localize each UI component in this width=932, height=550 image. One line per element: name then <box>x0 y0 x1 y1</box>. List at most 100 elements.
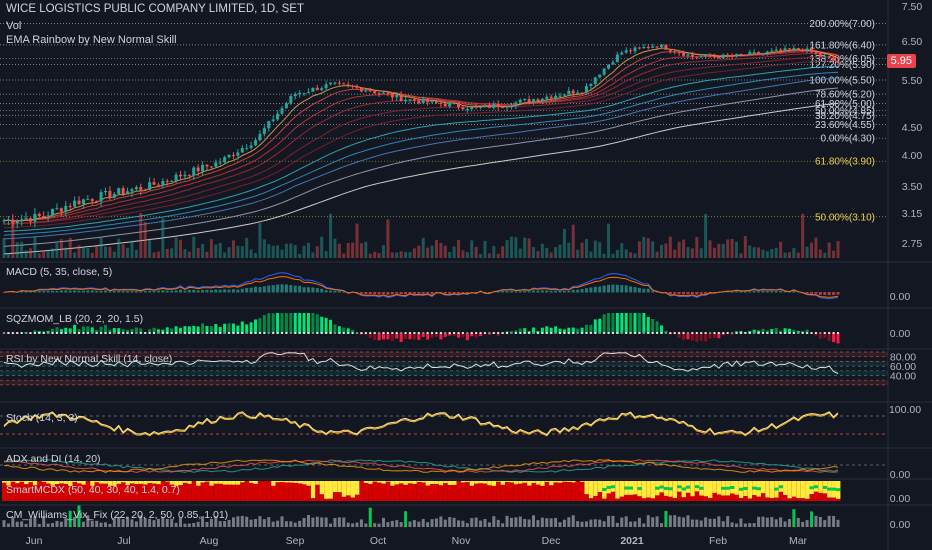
candle-body <box>686 54 690 56</box>
candle-body <box>126 191 130 195</box>
macd-hist-bar <box>90 290 94 293</box>
sqz-bar <box>584 324 588 334</box>
smart-yellow-bar <box>703 481 709 497</box>
smart-yellow-bar <box>593 481 598 496</box>
macd-hist-bar <box>770 290 774 293</box>
candle-body <box>584 86 588 93</box>
month-label: Jun <box>26 535 43 547</box>
vix-bar <box>404 511 408 527</box>
price-tick-label: 5.50 <box>902 75 923 87</box>
sqz-dot <box>228 332 231 334</box>
macd-hist-bar <box>814 292 818 294</box>
sqz-dot <box>585 332 588 334</box>
macd-tick-label: 0.00 <box>890 291 911 303</box>
vix-bar <box>805 520 809 527</box>
sqz-dot <box>60 332 63 334</box>
macd-hist-bar <box>148 290 152 293</box>
smart-red-bar <box>412 481 417 501</box>
sqz-dot <box>113 332 116 334</box>
sqz-dot <box>254 332 257 334</box>
volume-bar <box>487 253 491 258</box>
sqz-bar <box>390 333 394 342</box>
vix-bar <box>783 521 787 527</box>
vix-bar <box>390 520 394 527</box>
smart-yellow-bar <box>90 481 95 486</box>
volume-bar <box>629 252 633 258</box>
smart-yellow-bar <box>368 481 373 484</box>
macd-hist-bar <box>68 290 72 293</box>
sqz-dot <box>664 332 667 334</box>
smart-red-bar <box>500 481 506 501</box>
vix-bar <box>465 523 469 527</box>
candle-body <box>2 220 6 222</box>
rsi-tick-label: 60.00 <box>890 361 916 373</box>
smart-red-bar <box>160 481 166 501</box>
volume-bar <box>271 245 275 258</box>
volume-bar <box>584 238 588 258</box>
macd-hist-bar <box>448 292 452 294</box>
candle-body <box>201 164 205 172</box>
sqz-bar <box>86 326 90 334</box>
smart-red-bar <box>390 481 395 501</box>
smart-yellow-bar <box>350 481 356 498</box>
sqz-bar <box>276 313 280 334</box>
sqz-bar <box>165 327 169 334</box>
candle-body <box>324 84 328 89</box>
smart-yellow-bar <box>412 481 417 484</box>
smart-red-bar <box>227 481 232 501</box>
sqz-dot <box>461 332 464 334</box>
sqz-bar <box>567 327 571 334</box>
stoch-k-line <box>3 411 839 436</box>
adx-line <box>3 459 839 473</box>
volume-bar <box>170 248 174 258</box>
macd-hist-bar <box>695 292 699 295</box>
sqz-dot <box>126 332 129 334</box>
candle-body <box>192 167 196 176</box>
smart-yellow-bar <box>452 481 457 485</box>
smart-red-bar <box>200 481 205 501</box>
macd-hist-bar <box>787 291 791 293</box>
vix-bar <box>201 516 205 527</box>
vol-label: Vol <box>6 20 22 32</box>
macd-hist-bar <box>399 292 403 295</box>
ema-line <box>3 87 839 247</box>
sqz-bar <box>651 319 655 334</box>
sqz-dot <box>519 332 522 334</box>
smart-red-bar <box>147 481 153 501</box>
volume-bar <box>668 236 672 258</box>
sqz-bar <box>90 327 94 334</box>
candle-body <box>765 51 769 53</box>
candle-body <box>68 206 72 208</box>
vix-bar <box>439 516 443 527</box>
volume-bar <box>395 252 399 258</box>
volume-bar <box>24 250 28 258</box>
sqz-dot <box>792 332 795 334</box>
sqz-bar <box>708 333 712 339</box>
smart-yellow-bar <box>540 481 545 486</box>
volume-bar <box>774 247 778 258</box>
candle-body <box>148 182 152 190</box>
vix-bar <box>408 521 412 527</box>
candle-body <box>717 56 721 59</box>
macd-hist-bar <box>59 290 63 293</box>
candle-body <box>642 47 646 49</box>
candle-body <box>735 53 739 57</box>
vix-bar <box>620 517 624 527</box>
volume-bar <box>267 244 271 258</box>
smart-yellow-bar <box>54 481 60 484</box>
vix-bar <box>179 517 183 527</box>
volume-bar <box>15 242 19 258</box>
smart-red-bar <box>363 481 369 501</box>
smart-yellow-bar <box>337 481 342 493</box>
smart-yellow-bar <box>293 481 298 483</box>
candle-body <box>699 56 703 58</box>
sqz-bar <box>103 324 107 334</box>
candle-body <box>412 99 416 101</box>
fib-label: 61.80%(3.90) <box>815 157 875 168</box>
volume-bar <box>73 252 77 258</box>
candle-body <box>20 219 24 222</box>
volume-bar <box>51 248 55 258</box>
macd-hist-bar <box>121 290 125 293</box>
volume-bar <box>443 245 447 258</box>
